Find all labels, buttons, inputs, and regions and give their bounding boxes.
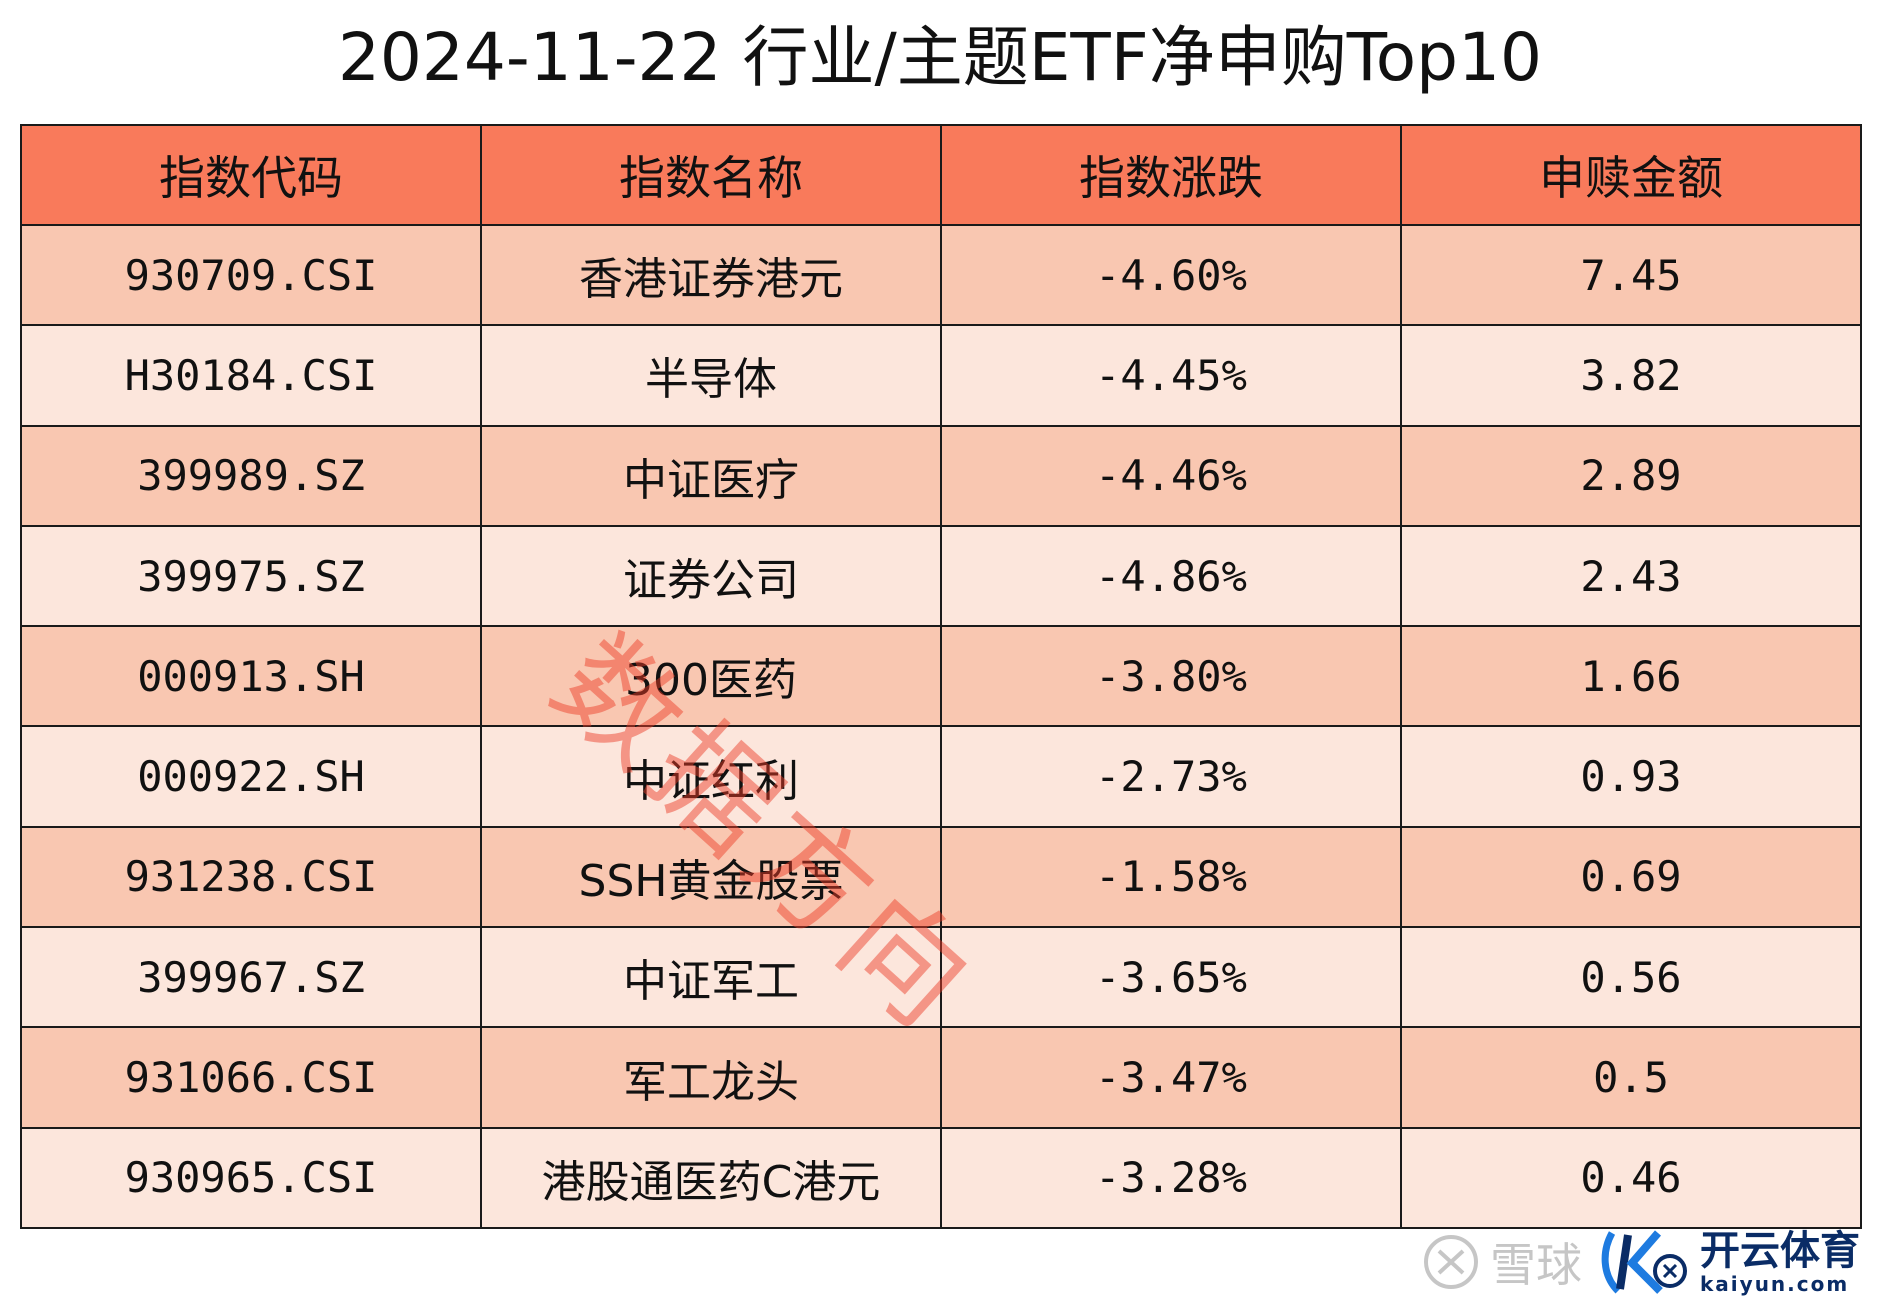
- index-name-cell: 300医药: [480, 625, 942, 728]
- xueqiu-logo-icon: [1424, 1235, 1478, 1289]
- index-code-cell: 399989.SZ: [20, 424, 482, 527]
- index-code-cell: 399967.SZ: [20, 926, 482, 1029]
- index-name-cell: 香港证券港元: [480, 223, 942, 327]
- index-change-cell: -3.65%: [940, 926, 1402, 1029]
- index-name-cell: 中证红利: [480, 725, 942, 828]
- header-index-name: 指数名称: [480, 124, 942, 226]
- index-name-cell: 半导体: [480, 324, 942, 427]
- page-title: 2024-11-22 行业/主题ETF净申购Top10: [337, 19, 1543, 96]
- table-row: 000922.SH 中证红利 -2.73% 0.93: [20, 725, 1862, 828]
- index-change-cell: -4.60%: [940, 223, 1402, 327]
- table-row: 930965.CSI 港股通医药C港元 -3.28% 0.46: [20, 1126, 1862, 1230]
- index-change-cell: -1.58%: [940, 825, 1402, 929]
- xueqiu-brand: 雪球: [1422, 1229, 1582, 1295]
- header-index-change: 指数涨跌: [940, 124, 1402, 226]
- kaiyun-logo-icon: [1601, 1230, 1687, 1294]
- index-change-cell: -4.46%: [940, 424, 1402, 527]
- table-row: H30184.CSI 半导体 -4.45% 3.82: [20, 324, 1862, 427]
- index-code-cell: 931238.CSI: [20, 825, 482, 929]
- amount-cell: 2.89: [1400, 424, 1862, 527]
- index-name-cell: 中证军工: [480, 926, 942, 1029]
- table-row: 000913.SH 300医药 -3.80% 1.66: [20, 625, 1862, 728]
- index-change-cell: -3.28%: [940, 1126, 1402, 1230]
- index-code-cell: 000922.SH: [20, 725, 482, 828]
- kaiyun-brand-en: kaiyun.com: [1700, 1272, 1850, 1296]
- table-row: 399989.SZ 中证医疗 -4.46% 2.89: [20, 424, 1862, 527]
- header-index-code: 指数代码: [20, 124, 482, 226]
- amount-cell: 7.45: [1400, 223, 1862, 327]
- table-row: 399975.SZ 证券公司 -4.86% 2.43: [20, 524, 1862, 628]
- index-name-cell: 证券公司: [480, 524, 942, 628]
- index-change-cell: -3.47%: [940, 1026, 1402, 1129]
- index-name-cell: 中证医疗: [480, 424, 942, 527]
- table-row: 399967.SZ 中证军工 -3.65% 0.56: [20, 926, 1862, 1029]
- etf-table: 指数代码 指数名称 指数涨跌 申赎金额 930709.CSI 香港证券港元 -4…: [20, 124, 1862, 1230]
- index-name-cell: SSH黄金股票: [480, 825, 942, 929]
- header-amount: 申赎金额: [1400, 124, 1862, 226]
- table-row: 930709.CSI 香港证券港元 -4.60% 7.45: [20, 223, 1862, 327]
- table-header-row: 指数代码 指数名称 指数涨跌 申赎金额: [20, 124, 1862, 226]
- kaiyun-brand-cn: 开云体育: [1700, 1228, 1860, 1274]
- index-code-cell: 930965.CSI: [20, 1126, 482, 1230]
- xueqiu-label: 雪球: [1490, 1238, 1582, 1292]
- index-name-cell: 军工龙头: [480, 1026, 942, 1129]
- amount-cell: 3.82: [1400, 324, 1862, 427]
- index-code-cell: 931066.CSI: [20, 1026, 482, 1129]
- amount-cell: 1.66: [1400, 625, 1862, 728]
- index-code-cell: 399975.SZ: [20, 524, 482, 628]
- footer-branding: 雪球 开云体育 kaiyun.com: [1422, 1227, 1860, 1297]
- amount-cell: 2.43: [1400, 524, 1862, 628]
- index-change-cell: -4.86%: [940, 524, 1402, 628]
- amount-cell: 0.56: [1400, 926, 1862, 1029]
- index-code-cell: 000913.SH: [20, 625, 482, 728]
- table-row: 931238.CSI SSH黄金股票 -1.58% 0.69: [20, 825, 1862, 929]
- index-change-cell: -2.73%: [940, 725, 1402, 828]
- index-code-cell: 930709.CSI: [20, 223, 482, 327]
- index-name-cell: 港股通医药C港元: [480, 1126, 942, 1230]
- table-row: 931066.CSI 军工龙头 -3.47% 0.5: [20, 1026, 1862, 1129]
- amount-cell: 0.46: [1400, 1126, 1862, 1230]
- kaiyun-brand: 开云体育 kaiyun.com: [1598, 1227, 1860, 1297]
- amount-cell: 0.69: [1400, 825, 1862, 929]
- amount-cell: 0.93: [1400, 725, 1862, 828]
- amount-cell: 0.5: [1400, 1026, 1862, 1129]
- index-change-cell: -4.45%: [940, 324, 1402, 427]
- index-code-cell: H30184.CSI: [20, 324, 482, 427]
- index-change-cell: -3.80%: [940, 625, 1402, 728]
